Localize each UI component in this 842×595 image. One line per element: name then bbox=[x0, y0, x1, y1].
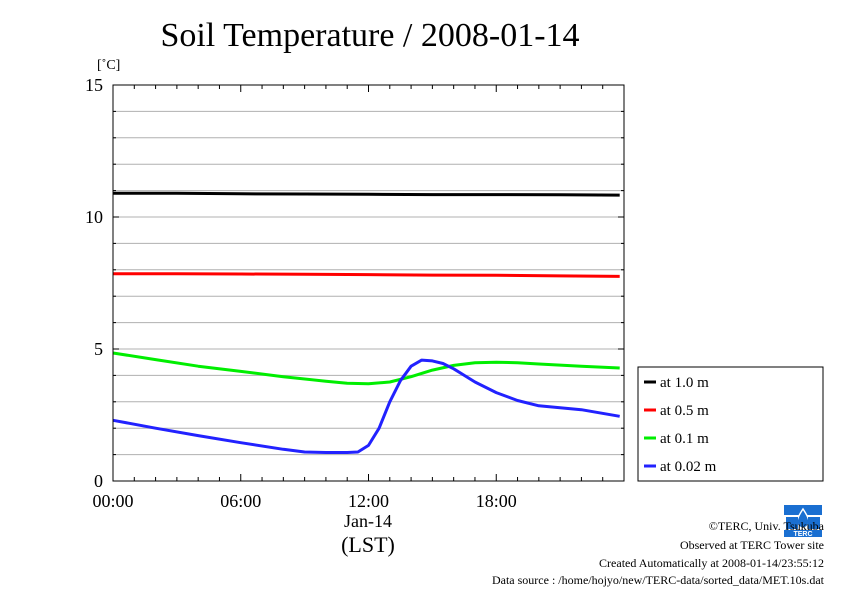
chart-title: Soil Temperature / 2008-01-14 bbox=[160, 17, 579, 54]
plot-frame bbox=[112, 84, 625, 482]
legend-label: at 1.0 m bbox=[660, 375, 709, 391]
x-tick-label: 12:00 bbox=[348, 491, 389, 511]
y-tick-label: 15 bbox=[85, 75, 103, 95]
legend-label: at 0.5 m bbox=[660, 403, 709, 419]
logo-text: TERC bbox=[793, 531, 812, 538]
legend-label: at 0.02 m bbox=[660, 459, 717, 475]
copyright-line: ©TERC, Univ. Tsukuba bbox=[708, 519, 824, 533]
y-axis-unit-label: [˚C] bbox=[97, 58, 120, 73]
data-source-line: Data source : /home/hojyo/new/TERC-data/… bbox=[491, 573, 824, 587]
x-axis-zone-label: (LST) bbox=[341, 532, 395, 557]
x-tick-label: 00:00 bbox=[92, 491, 133, 511]
x-axis-date-label: Jan-14 bbox=[344, 511, 392, 531]
created-line: Created Automatically at 2008-01-14/23:5… bbox=[599, 556, 824, 570]
series-lines bbox=[112, 191, 620, 454]
series-line-0 bbox=[113, 191, 620, 197]
series-line-3 bbox=[112, 358, 620, 454]
legend-box bbox=[637, 366, 824, 482]
x-tick-label: 18:00 bbox=[476, 491, 517, 511]
legend-label: at 0.1 m bbox=[660, 431, 709, 447]
y-axis-ticks: 0 5 10 15 bbox=[85, 75, 624, 491]
y-tick-label: 10 bbox=[85, 207, 103, 227]
grid-lines bbox=[113, 110, 624, 456]
legend: at 1.0 m at 0.5 m at 0.1 m at 0.02 m bbox=[637, 366, 824, 482]
site-line: Observed at TERC Tower site bbox=[679, 538, 824, 552]
terc-logo-icon: TERC bbox=[782, 503, 824, 539]
series-line-2 bbox=[112, 351, 620, 386]
series-line-1 bbox=[113, 272, 620, 278]
y-tick-label: 0 bbox=[94, 471, 103, 491]
x-axis-ticks: 00:00 06:00 12:00 18:00 bbox=[92, 85, 625, 511]
y-tick-label: 5 bbox=[94, 339, 103, 359]
x-tick-label: 06:00 bbox=[220, 491, 261, 511]
